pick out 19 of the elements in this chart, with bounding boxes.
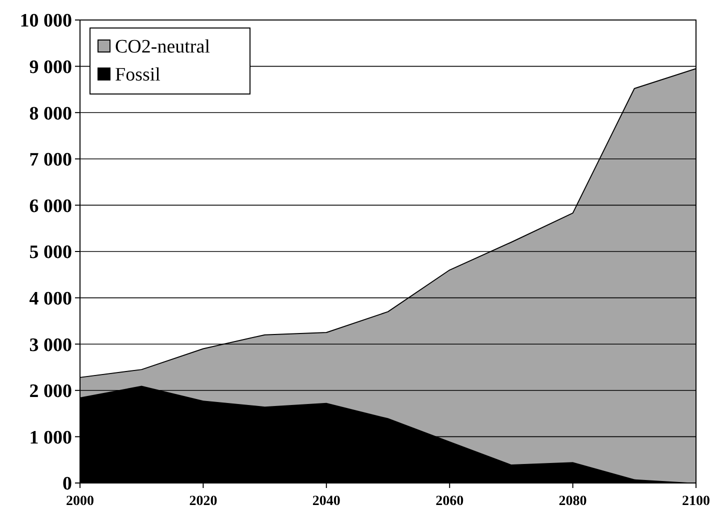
x-tick-label: 2020 <box>189 494 218 509</box>
x-tick-label: 2100 <box>682 494 710 509</box>
y-tick-label: 4 000 <box>29 288 72 310</box>
y-tick-label: 1 000 <box>29 427 72 448</box>
y-tick-label: 0 <box>62 474 72 495</box>
x-tick-label: 2060 <box>436 494 464 509</box>
x-tick-label: 2000 <box>66 494 94 509</box>
legend-label: Fossil <box>115 64 160 86</box>
y-tick-label: 3 000 <box>29 334 72 356</box>
y-tick-label: 6 000 <box>29 196 72 217</box>
y-tick-label: 5 000 <box>29 242 72 264</box>
y-tick-label: 8 000 <box>29 103 72 124</box>
y-tick-label: 9 000 <box>29 56 72 78</box>
y-tick-label: 10 000 <box>20 10 72 32</box>
x-tick-label: 2040 <box>312 494 340 509</box>
y-tick-label: 7 000 <box>29 150 72 171</box>
x-tick-label: 2080 <box>558 494 587 509</box>
legend-label: CO2-neutral <box>115 36 210 58</box>
y-tick-label: 2 000 <box>29 381 72 402</box>
